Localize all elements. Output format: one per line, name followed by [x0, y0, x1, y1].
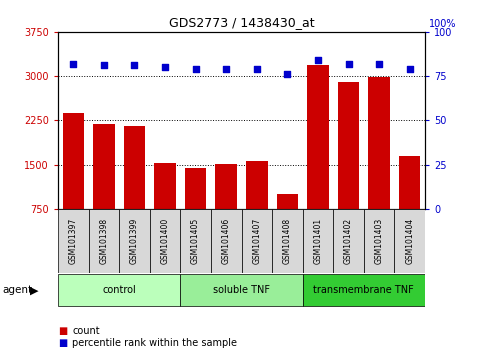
- Point: [284, 72, 291, 77]
- Text: GSM101398: GSM101398: [99, 218, 108, 264]
- Point: [130, 63, 138, 68]
- Point: [70, 61, 77, 67]
- Text: GSM101401: GSM101401: [313, 218, 323, 264]
- Title: GDS2773 / 1438430_at: GDS2773 / 1438430_at: [169, 16, 314, 29]
- Text: soluble TNF: soluble TNF: [213, 285, 270, 295]
- FancyBboxPatch shape: [180, 209, 211, 273]
- Bar: [155, 164, 176, 209]
- Text: 100%: 100%: [429, 19, 457, 29]
- Point: [375, 61, 383, 67]
- FancyBboxPatch shape: [88, 209, 119, 273]
- Bar: [124, 126, 145, 209]
- Text: GSM101408: GSM101408: [283, 218, 292, 264]
- Text: GSM101404: GSM101404: [405, 218, 414, 264]
- Bar: [246, 161, 268, 209]
- Bar: [93, 124, 114, 209]
- Text: percentile rank within the sample: percentile rank within the sample: [72, 338, 238, 348]
- Bar: [399, 156, 420, 209]
- Bar: [185, 168, 206, 209]
- FancyBboxPatch shape: [395, 209, 425, 273]
- Text: GSM101407: GSM101407: [252, 218, 261, 264]
- Point: [314, 57, 322, 63]
- FancyBboxPatch shape: [211, 209, 242, 273]
- Text: ■: ■: [58, 326, 67, 336]
- FancyBboxPatch shape: [119, 209, 150, 273]
- Bar: [63, 113, 84, 209]
- Text: GSM101400: GSM101400: [160, 218, 170, 264]
- Text: ▶: ▶: [29, 285, 38, 295]
- Point: [222, 66, 230, 72]
- FancyBboxPatch shape: [150, 209, 180, 273]
- Text: control: control: [102, 285, 136, 295]
- Text: GSM101406: GSM101406: [222, 218, 231, 264]
- FancyBboxPatch shape: [364, 209, 395, 273]
- Text: GSM101397: GSM101397: [69, 218, 78, 264]
- Point: [161, 64, 169, 70]
- FancyBboxPatch shape: [180, 274, 303, 306]
- Point: [100, 63, 108, 68]
- FancyBboxPatch shape: [58, 209, 88, 273]
- Text: ■: ■: [58, 338, 67, 348]
- Point: [253, 66, 261, 72]
- Bar: [215, 164, 237, 209]
- FancyBboxPatch shape: [333, 209, 364, 273]
- Text: count: count: [72, 326, 100, 336]
- Point: [345, 61, 353, 67]
- Point: [406, 66, 413, 72]
- Text: GSM101405: GSM101405: [191, 218, 200, 264]
- Text: transmembrane TNF: transmembrane TNF: [313, 285, 414, 295]
- Text: agent: agent: [2, 285, 32, 295]
- Bar: [369, 77, 390, 209]
- FancyBboxPatch shape: [58, 274, 180, 306]
- Bar: [277, 194, 298, 209]
- Text: GSM101403: GSM101403: [375, 218, 384, 264]
- FancyBboxPatch shape: [272, 209, 303, 273]
- FancyBboxPatch shape: [303, 274, 425, 306]
- Text: GSM101399: GSM101399: [130, 218, 139, 264]
- Text: GSM101402: GSM101402: [344, 218, 353, 264]
- Point: [192, 66, 199, 72]
- FancyBboxPatch shape: [242, 209, 272, 273]
- Bar: [338, 82, 359, 209]
- Bar: [307, 65, 329, 209]
- FancyBboxPatch shape: [303, 209, 333, 273]
